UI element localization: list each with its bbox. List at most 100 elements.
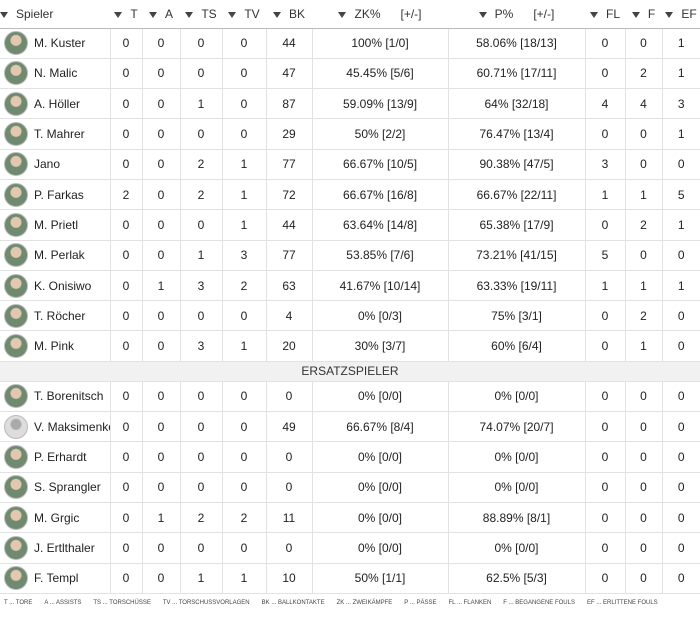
player-name[interactable]: M. Prietl [34,217,79,232]
avatar [4,566,28,591]
stat-cell: 50% [1/1] [311,563,448,594]
column-header-text: FL [605,6,620,21]
stat-cell: 72 [265,179,312,210]
stat-cell: 63 [265,270,312,301]
stat-cell: 1 [661,28,700,59]
player-name[interactable]: K. Onisiwo [34,278,92,293]
stat-cell: 87 [265,88,312,119]
stat-cell: 0 [221,381,266,412]
avatar [4,414,28,439]
player-row: P. Farkas 2 0 2 1 72 66.67% [16/8] 66.67% [22/1… [0,179,700,210]
stat-cell: 66.67% [8/4] [311,411,448,442]
stat-cell: 0% [0/0] [311,532,448,564]
avatar [4,384,28,409]
player-row: A. Höller 0 0 1 0 87 59.09% [13/9] 64% [32/18] 4… [0,88,700,119]
player-row: N. Malic 0 0 0 0 47 45.45% [5/6] 60.71% [17/11]… [0,58,700,89]
column-header[interactable]: FL [585,0,625,29]
stat-cell: 58.06% [18/13] [447,28,585,59]
stat-cell: 0 [661,330,700,362]
player-name[interactable]: T. Borenitsch [34,389,104,404]
stat-cell: 1 [624,330,662,362]
stat-cell: 66.67% [16/8] [311,179,448,210]
stat-cell: 1 [221,209,266,241]
player-name[interactable]: M. Kuster [34,36,86,51]
sort-arrow [338,11,347,18]
stat-cell: 4 [624,88,662,119]
legend-item: F ... BEGANGENE FOULS [503,599,575,606]
avatar [4,61,28,86]
column-header[interactable]: BK [266,0,312,29]
stat-cell: 3 [179,270,222,301]
player-cell: T. Röcher [0,301,110,331]
avatar [4,505,28,530]
column-header[interactable]: F [625,0,662,29]
player-name[interactable]: M. Perlak [34,248,85,263]
stat-cell: 1 [661,58,700,89]
column-header[interactable]: Spieler [0,0,110,29]
player-cell: N. Malic [0,58,110,88]
stat-cell: 77 [265,240,312,271]
stat-cell: 0 [179,300,222,331]
stat-cell: 1 [221,149,266,180]
player-name[interactable]: S. Sprangler [34,480,101,495]
player-row: P. Erhardt 0 0 0 0 0 0% [0/0] 0% [0/0] 0 0 0 [0,441,700,473]
column-header[interactable]: EF [662,0,700,29]
column-header[interactable]: TV [222,0,266,29]
player-row: V. Maksimenko 0 0 0 0 49 66.67% [8/4] 74.07% [2… [0,411,700,442]
stat-cell: 47 [265,58,312,89]
stat-cell: 0 [661,300,700,331]
stat-cell: 0 [265,532,312,564]
column-header[interactable]: TS [180,0,222,29]
stat-cell: 1 [179,240,222,271]
stat-cell: 0 [584,28,625,59]
stat-cell: 5 [661,179,700,210]
stat-cell: 29 [265,118,312,150]
player-name[interactable]: V. Maksimenko [34,419,110,434]
stat-cell: 0% [0/0] [447,381,585,412]
player-name[interactable]: M. Pink [34,339,75,354]
stat-cell: 4 [265,300,312,331]
player-name[interactable]: P. Farkas [34,187,84,202]
player-name[interactable]: Jano [34,157,61,172]
player-name[interactable]: T. Mahrer [34,127,85,142]
stat-cell: 3 [221,240,266,271]
stat-cell: 76.47% [13/4] [447,118,585,150]
player-row: M. Perlak 0 0 1 3 77 53.85% [7/6] 73.21% [41/15… [0,240,700,271]
stat-cell: 0 [141,411,180,442]
stat-cell: 73.21% [41/15] [447,240,585,271]
stat-cell: 0 [624,118,662,150]
column-header-text: TS [201,6,217,21]
column-header[interactable]: A [142,0,180,29]
stat-cell: 0 [661,563,700,594]
stat-cell: 53.85% [7/6] [311,240,448,271]
stat-cell: 75% [3/1] [447,300,585,331]
column-header[interactable]: ZK% [+/-] [312,0,448,29]
player-name[interactable]: M. Grgic [34,510,80,525]
player-name[interactable]: N. Malic [34,66,78,81]
player-name[interactable]: P. Erhardt [34,450,87,464]
player-row: S. Sprangler 0 0 0 0 0 0% [0/0] 0% [0/0] 0 0 0 [0,472,700,503]
player-row: T. Mahrer 0 0 0 0 29 50% [2/2] 76.47% [13/4] 0 0 1 [0,118,700,150]
stat-cell: 0 [584,330,625,362]
player-name[interactable]: T. Röcher [34,308,86,323]
stat-cell: 0 [624,381,662,412]
stat-cell: 0 [624,502,662,533]
stat-cell: 0 [624,149,662,180]
column-header[interactable]: P% [+/-] [448,0,585,29]
column-header-text: BK [288,6,305,21]
column-header-text: T [130,6,138,21]
stat-cell: 0 [265,441,312,473]
stat-cell: 3 [584,149,625,180]
stat-cell: 90.38% [47/5] [447,149,585,180]
player-name[interactable]: A. Höller [34,96,81,111]
stat-cell: 3 [661,88,700,119]
player-name[interactable]: J. Ertlthaler [34,540,95,555]
stat-cell: 0 [109,300,142,331]
stat-cell: 0 [179,532,222,564]
column-header[interactable]: T [110,0,142,29]
player-name[interactable]: F. Templ [34,571,79,586]
stat-cell: 63.33% [19/11] [447,270,585,301]
stats-table: Spieler T A TS TV BK ZK% [+/-] P% [+/-] FL F EF M. K… [0,0,700,594]
avatar [4,243,28,268]
